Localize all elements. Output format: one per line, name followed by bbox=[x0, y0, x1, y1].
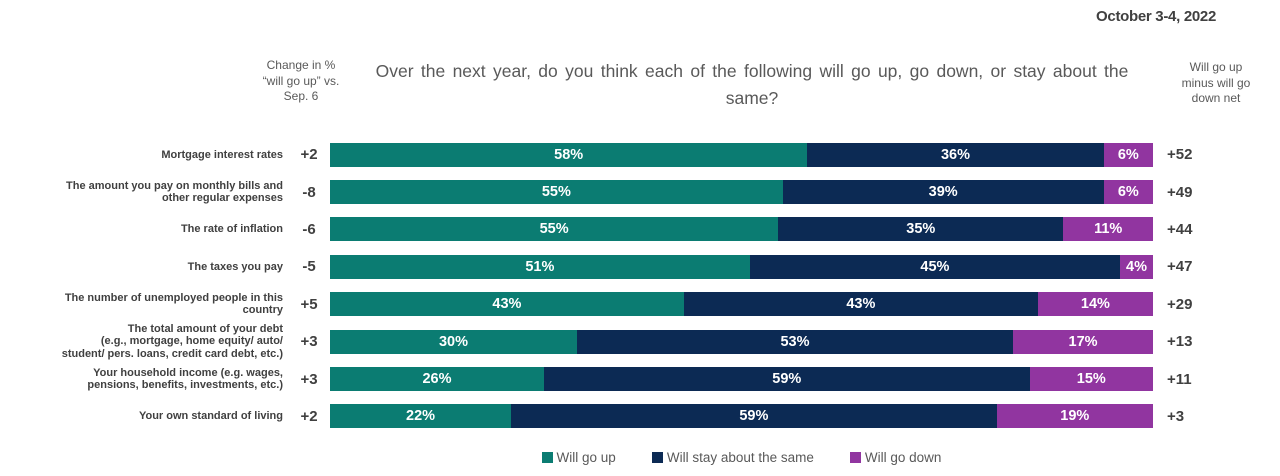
header-band: Change in % “will go up” vs. Sep. 6 Over… bbox=[0, 58, 1280, 112]
legend-swatch-icon bbox=[849, 452, 861, 463]
bar-segment-will-go-up: 55% bbox=[330, 180, 783, 205]
row-net-value: +44 bbox=[1167, 220, 1193, 238]
row-change-value: +5 bbox=[300, 295, 318, 313]
row-label: The taxes you pay bbox=[187, 260, 283, 273]
row-label: The amount you pay on monthly bills and … bbox=[66, 179, 283, 205]
row-net-value: +13 bbox=[1167, 333, 1193, 351]
chart-title: Over the next year, do you think each of… bbox=[375, 61, 1129, 109]
row-label: Your household income (e.g. wages, pensi… bbox=[87, 366, 283, 392]
bar: 55% 39% 6% bbox=[330, 180, 1153, 205]
bar: 55% 35% 11% bbox=[330, 217, 1154, 242]
row-label: The total amount of your debt (e.g., mor… bbox=[61, 323, 283, 360]
bar-segment-will-stay-about-the-same: 36% bbox=[807, 142, 1104, 167]
row-net-value: +52 bbox=[1167, 146, 1193, 164]
table-row: The amount you pay on monthly bills and … bbox=[0, 173, 1280, 210]
bar-segment-will-stay-about-the-same: 45% bbox=[749, 254, 1121, 279]
row-change-value: +2 bbox=[300, 407, 318, 425]
bar: 58% 36% 6% bbox=[330, 142, 1153, 167]
bar-segment-will-go-up: 43% bbox=[330, 292, 684, 317]
legend-swatch-icon bbox=[541, 452, 553, 463]
bar-segment-will-go-down: 19% bbox=[996, 404, 1153, 429]
bar-segment-will-go-up: 26% bbox=[330, 367, 544, 392]
row-change-value: -6 bbox=[302, 220, 316, 238]
bar-segment-will-go-down: 17% bbox=[1013, 329, 1153, 354]
bar: 30% 53% 17% bbox=[330, 329, 1153, 354]
row-net-value: +49 bbox=[1167, 183, 1193, 201]
row-change-value: -5 bbox=[302, 258, 316, 276]
row-net-value: +11 bbox=[1167, 370, 1192, 388]
bar: 43% 43% 14% bbox=[330, 292, 1153, 317]
bar: 22% 59% 19% bbox=[330, 404, 1153, 429]
table-row: Mortgage interest rates +2 58% 36% 6% +52 bbox=[0, 136, 1280, 173]
legend: Will go up Will stay about the same Will… bbox=[330, 450, 1153, 465]
table-row: The number of unemployed people in this … bbox=[0, 286, 1280, 323]
bar-segment-will-go-up: 30% bbox=[330, 329, 577, 354]
legend-label: Will go down bbox=[864, 450, 942, 465]
table-row: The taxes you pay -5 51% 45% 4% +47 bbox=[0, 248, 1280, 285]
row-change-value: +3 bbox=[300, 333, 318, 351]
bar-segment-will-stay-about-the-same: 53% bbox=[576, 329, 1014, 354]
bar: 51% 45% 4% bbox=[330, 254, 1153, 279]
bar-segment-will-go-up: 22% bbox=[330, 404, 512, 429]
legend-item: Will go up bbox=[541, 450, 616, 465]
row-change-value: -8 bbox=[302, 183, 316, 201]
bar-segment-will-go-down: 15% bbox=[1029, 367, 1153, 392]
row-change-value: +3 bbox=[300, 370, 318, 388]
row-change-value: +2 bbox=[300, 146, 318, 164]
row-label: The rate of inflation bbox=[180, 223, 283, 236]
bar-segment-will-go-up: 55% bbox=[330, 217, 779, 242]
bar-segment-will-go-down: 14% bbox=[1037, 292, 1153, 317]
row-net-value: +47 bbox=[1167, 258, 1193, 276]
bar-segment-will-go-down: 6% bbox=[1103, 180, 1153, 205]
bar-segment-will-stay-about-the-same: 59% bbox=[511, 404, 997, 429]
legend-label: Will go up bbox=[556, 450, 616, 465]
legend-swatch-icon bbox=[651, 452, 663, 463]
bar-segment-will-stay-about-the-same: 43% bbox=[683, 292, 1038, 317]
legend-item: Will stay about the same bbox=[651, 450, 814, 465]
table-row: The total amount of your debt (e.g., mor… bbox=[0, 323, 1280, 360]
bar-segment-will-go-up: 51% bbox=[330, 254, 750, 279]
bar-segment-will-go-down: 6% bbox=[1103, 142, 1153, 167]
row-net-value: +3 bbox=[1167, 407, 1185, 425]
chart-rows: Mortgage interest rates +2 58% 36% 6% +52 … bbox=[0, 136, 1280, 435]
table-row: Your household income (e.g. wages, pensi… bbox=[0, 360, 1280, 397]
survey-date: October 3-4, 2022 bbox=[1096, 8, 1216, 25]
bar-segment-will-go-down: 11% bbox=[1063, 217, 1154, 242]
bar-segment-will-go-down: 4% bbox=[1120, 254, 1153, 279]
row-label: Mortgage interest rates bbox=[161, 148, 283, 161]
row-label: The number of unemployed people in this … bbox=[64, 291, 283, 317]
bar-segment-will-stay-about-the-same: 35% bbox=[778, 217, 1064, 242]
bar-segment-will-stay-about-the-same: 39% bbox=[782, 180, 1104, 205]
row-label: Your own standard of living bbox=[138, 410, 283, 423]
legend-label: Will stay about the same bbox=[666, 450, 814, 465]
table-row: The rate of inflation -6 55% 35% 11% +44 bbox=[0, 211, 1280, 248]
bar-segment-will-go-up: 58% bbox=[330, 142, 808, 167]
bar: 26% 59% 15% bbox=[330, 367, 1153, 392]
row-net-value: +29 bbox=[1167, 295, 1193, 313]
legend-item: Will go down bbox=[849, 450, 942, 465]
table-row: Your own standard of living +2 22% 59% 19%… bbox=[0, 398, 1280, 435]
bar-segment-will-stay-about-the-same: 59% bbox=[543, 367, 1030, 392]
net-column-header: Will go up minus will go down net bbox=[1181, 60, 1251, 106]
change-column-header: Change in % “will go up” vs. Sep. 6 bbox=[262, 58, 340, 104]
